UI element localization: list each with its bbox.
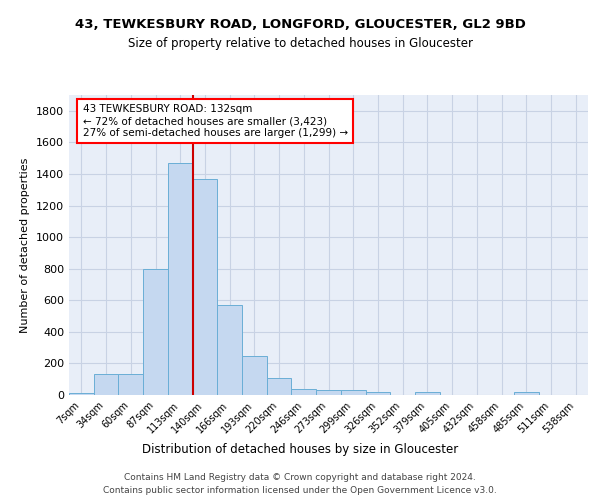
Bar <box>242 356 267 395</box>
Bar <box>292 390 316 395</box>
Text: Contains public sector information licensed under the Open Government Licence v3: Contains public sector information licen… <box>103 486 497 495</box>
Bar <box>94 374 118 395</box>
Text: Contains HM Land Registry data © Crown copyright and database right 2024.: Contains HM Land Registry data © Crown c… <box>124 472 476 482</box>
Bar <box>267 378 292 395</box>
Bar <box>69 394 94 395</box>
Bar <box>193 178 217 395</box>
Text: Size of property relative to detached houses in Gloucester: Size of property relative to detached ho… <box>128 38 473 51</box>
Bar <box>415 392 440 395</box>
Bar <box>514 392 539 395</box>
Bar <box>217 305 242 395</box>
Bar <box>316 390 341 395</box>
Bar <box>341 390 365 395</box>
Bar <box>118 374 143 395</box>
Text: 43, TEWKESBURY ROAD, LONGFORD, GLOUCESTER, GL2 9BD: 43, TEWKESBURY ROAD, LONGFORD, GLOUCESTE… <box>74 18 526 30</box>
Text: Distribution of detached houses by size in Gloucester: Distribution of detached houses by size … <box>142 442 458 456</box>
Bar <box>365 392 390 395</box>
Bar <box>168 163 193 395</box>
Bar <box>143 268 168 395</box>
Y-axis label: Number of detached properties: Number of detached properties <box>20 158 31 332</box>
Text: 43 TEWKESBURY ROAD: 132sqm
← 72% of detached houses are smaller (3,423)
27% of s: 43 TEWKESBURY ROAD: 132sqm ← 72% of deta… <box>83 104 348 138</box>
